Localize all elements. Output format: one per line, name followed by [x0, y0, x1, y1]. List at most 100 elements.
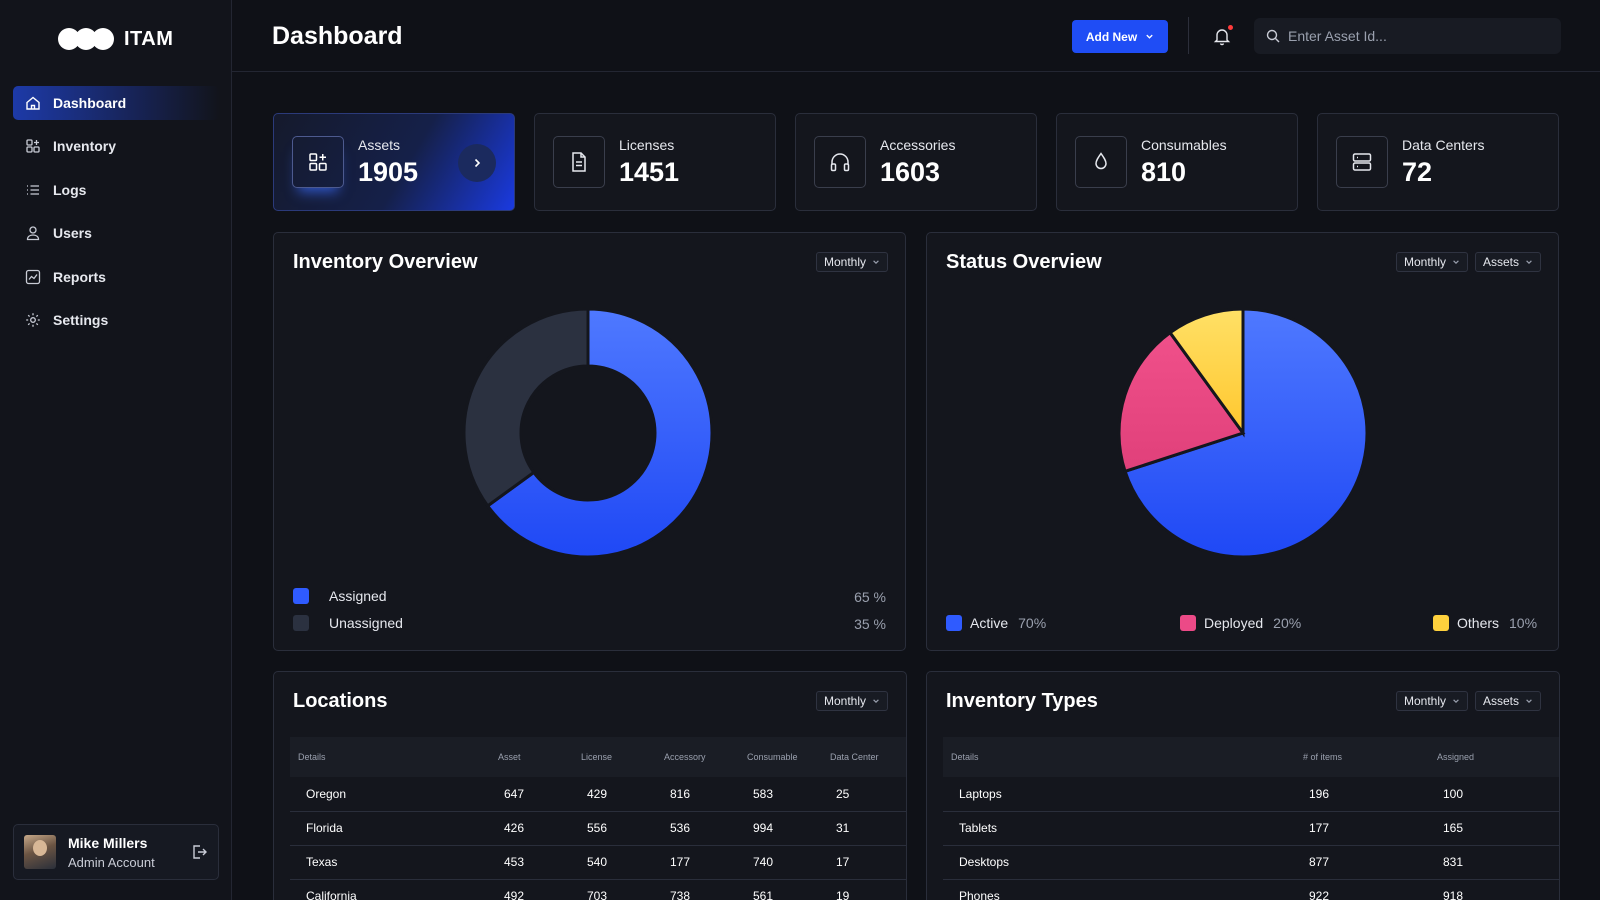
column-header: Asset	[498, 752, 521, 762]
table-cell: 918	[1443, 889, 1464, 900]
locations-table: Details Asset License Accessory Consumab…	[290, 737, 906, 900]
sidebar-item-label: Settings	[53, 311, 109, 328]
sidebar-item-label: Logs	[53, 181, 87, 198]
table-row[interactable]: Texas 453 540 177 740 17	[290, 845, 906, 879]
stat-card-assets[interactable]: Assets 1905	[273, 113, 515, 211]
dropdown-value: Monthly	[824, 255, 867, 269]
table-row[interactable]: Florida 426 556 536 994 31	[290, 811, 906, 845]
legend-label: Others	[1457, 615, 1500, 631]
add-new-button[interactable]: Add New	[1072, 20, 1168, 53]
stat-card-data-centers[interactable]: Data Centers 72	[1317, 113, 1559, 211]
table-cell: 703	[587, 889, 608, 900]
table-cell: Desktops	[959, 855, 1010, 869]
stat-value: 72	[1402, 156, 1433, 187]
table-cell: Texas	[306, 855, 338, 869]
chevron-down-icon	[873, 699, 879, 704]
stat-card-consumables[interactable]: Consumables 810	[1056, 113, 1298, 211]
top-header: Dashboard Add New	[232, 0, 1600, 72]
table-row[interactable]: Laptops 196 100	[943, 777, 1559, 811]
avatar	[24, 835, 56, 869]
table-header-row: Details Asset License Accessory Consumab…	[290, 737, 906, 777]
sidebar-item-logs[interactable]: Logs	[13, 173, 219, 207]
panel-title: Inventory Types	[946, 690, 1098, 712]
app-name: ITAM	[124, 27, 174, 50]
table-row[interactable]: Tablets 177 165	[943, 811, 1559, 845]
sidebar-nav: Dashboard Inventory Logs Users Reports S…	[13, 86, 219, 346]
table-cell: Florida	[306, 821, 343, 835]
table-cell: 31	[836, 821, 850, 835]
chart-icon	[25, 269, 41, 284]
period-dropdown[interactable]: Monthly	[816, 252, 889, 272]
table-cell: California	[306, 889, 357, 900]
asset-search[interactable]	[1254, 18, 1561, 54]
sidebar-item-reports[interactable]: Reports	[13, 260, 219, 294]
inventory-icon	[26, 139, 40, 154]
table-cell: 25	[836, 786, 850, 801]
period-dropdown[interactable]: Monthly	[1396, 252, 1469, 272]
page-title: Dashboard	[272, 22, 403, 50]
sidebar-item-users[interactable]: Users	[13, 216, 219, 250]
stat-value: 1603	[880, 156, 941, 187]
logout-icon[interactable]	[190, 843, 208, 861]
table-cell: 19	[836, 889, 850, 900]
table-row[interactable]: Oregon 647 429 816 583 25	[290, 777, 906, 811]
drop-icon	[1095, 152, 1107, 170]
notification-dot	[1228, 25, 1233, 30]
legend-item-unassigned: Unassigned	[293, 615, 403, 631]
table-cell: 740	[753, 855, 774, 869]
panel-title: Status Overview	[946, 251, 1102, 273]
search-icon	[1266, 29, 1280, 43]
category-dropdown[interactable]: Assets	[1475, 691, 1542, 711]
table-cell: 177	[1309, 821, 1330, 835]
chevron-right-icon	[474, 158, 481, 168]
stat-card-accessories[interactable]: Accessories 1603	[795, 113, 1037, 211]
stat-card-licenses[interactable]: Licenses 1451	[534, 113, 776, 211]
column-header: Data Center	[830, 752, 879, 762]
logo-icon	[58, 26, 114, 52]
slice-deployed	[1117, 330, 1246, 474]
chevron-down-icon	[1453, 260, 1459, 265]
column-header: Assigned	[1437, 752, 1475, 762]
table-cell: 738	[670, 889, 691, 900]
table-cell: 177	[670, 855, 691, 869]
column-header: Details	[298, 752, 326, 762]
dropdown-value: Monthly	[1404, 694, 1447, 708]
table-row[interactable]: Desktops 877 831	[943, 845, 1559, 879]
app-logo[interactable]: ITAM	[58, 26, 173, 52]
sidebar: ITAM Dashboard Inventory Logs Users Repo…	[0, 0, 232, 900]
period-dropdown[interactable]: Monthly	[816, 691, 889, 711]
stat-label: Data Centers	[1402, 136, 1485, 153]
legend-swatch	[1433, 615, 1449, 631]
legend-item-deployed: Deployed 20%	[1180, 615, 1301, 631]
chevron-down-icon	[1526, 699, 1532, 704]
profile-role: Admin Account	[68, 854, 155, 870]
legend-label: Unassigned	[329, 615, 403, 631]
notification-bell-icon[interactable]	[1212, 26, 1232, 46]
legend-swatch	[1180, 615, 1196, 631]
sidebar-item-settings[interactable]: Settings	[13, 303, 219, 337]
dropdown-value: Monthly	[1404, 255, 1447, 269]
dropdown-value: Assets	[1483, 255, 1520, 269]
table-cell: 583	[753, 786, 774, 801]
panel-title: Locations	[293, 690, 388, 712]
assets-open-button[interactable]	[458, 144, 496, 182]
category-dropdown[interactable]: Assets	[1475, 252, 1542, 272]
table-row[interactable]: California 492 703 738 561 19	[290, 879, 906, 900]
panel-title: Inventory Overview	[293, 251, 478, 273]
search-input[interactable]	[1288, 28, 1548, 44]
user-profile[interactable]: Mike Millers Admin Account	[13, 824, 219, 880]
table-cell: 165	[1443, 821, 1464, 835]
legend-percent: 35 %	[854, 616, 886, 632]
table-cell: 831	[1443, 855, 1464, 869]
table-row[interactable]: Phones 922 918	[943, 879, 1559, 900]
legend-percent: 70%	[1018, 615, 1047, 631]
sidebar-item-inventory[interactable]: Inventory	[13, 129, 219, 163]
locations-panel: Locations Monthly Details Asset License …	[273, 671, 907, 900]
period-dropdown[interactable]: Monthly	[1396, 691, 1469, 711]
slice-assigned	[485, 307, 714, 559]
add-new-label: Add New	[1085, 29, 1138, 44]
legend-item-assigned: Assigned	[293, 588, 387, 604]
sidebar-item-dashboard[interactable]: Dashboard	[13, 86, 219, 120]
table-cell: 453	[504, 855, 525, 869]
inventory-types-table: Details # of items Assigned Laptops 196 …	[943, 737, 1559, 900]
